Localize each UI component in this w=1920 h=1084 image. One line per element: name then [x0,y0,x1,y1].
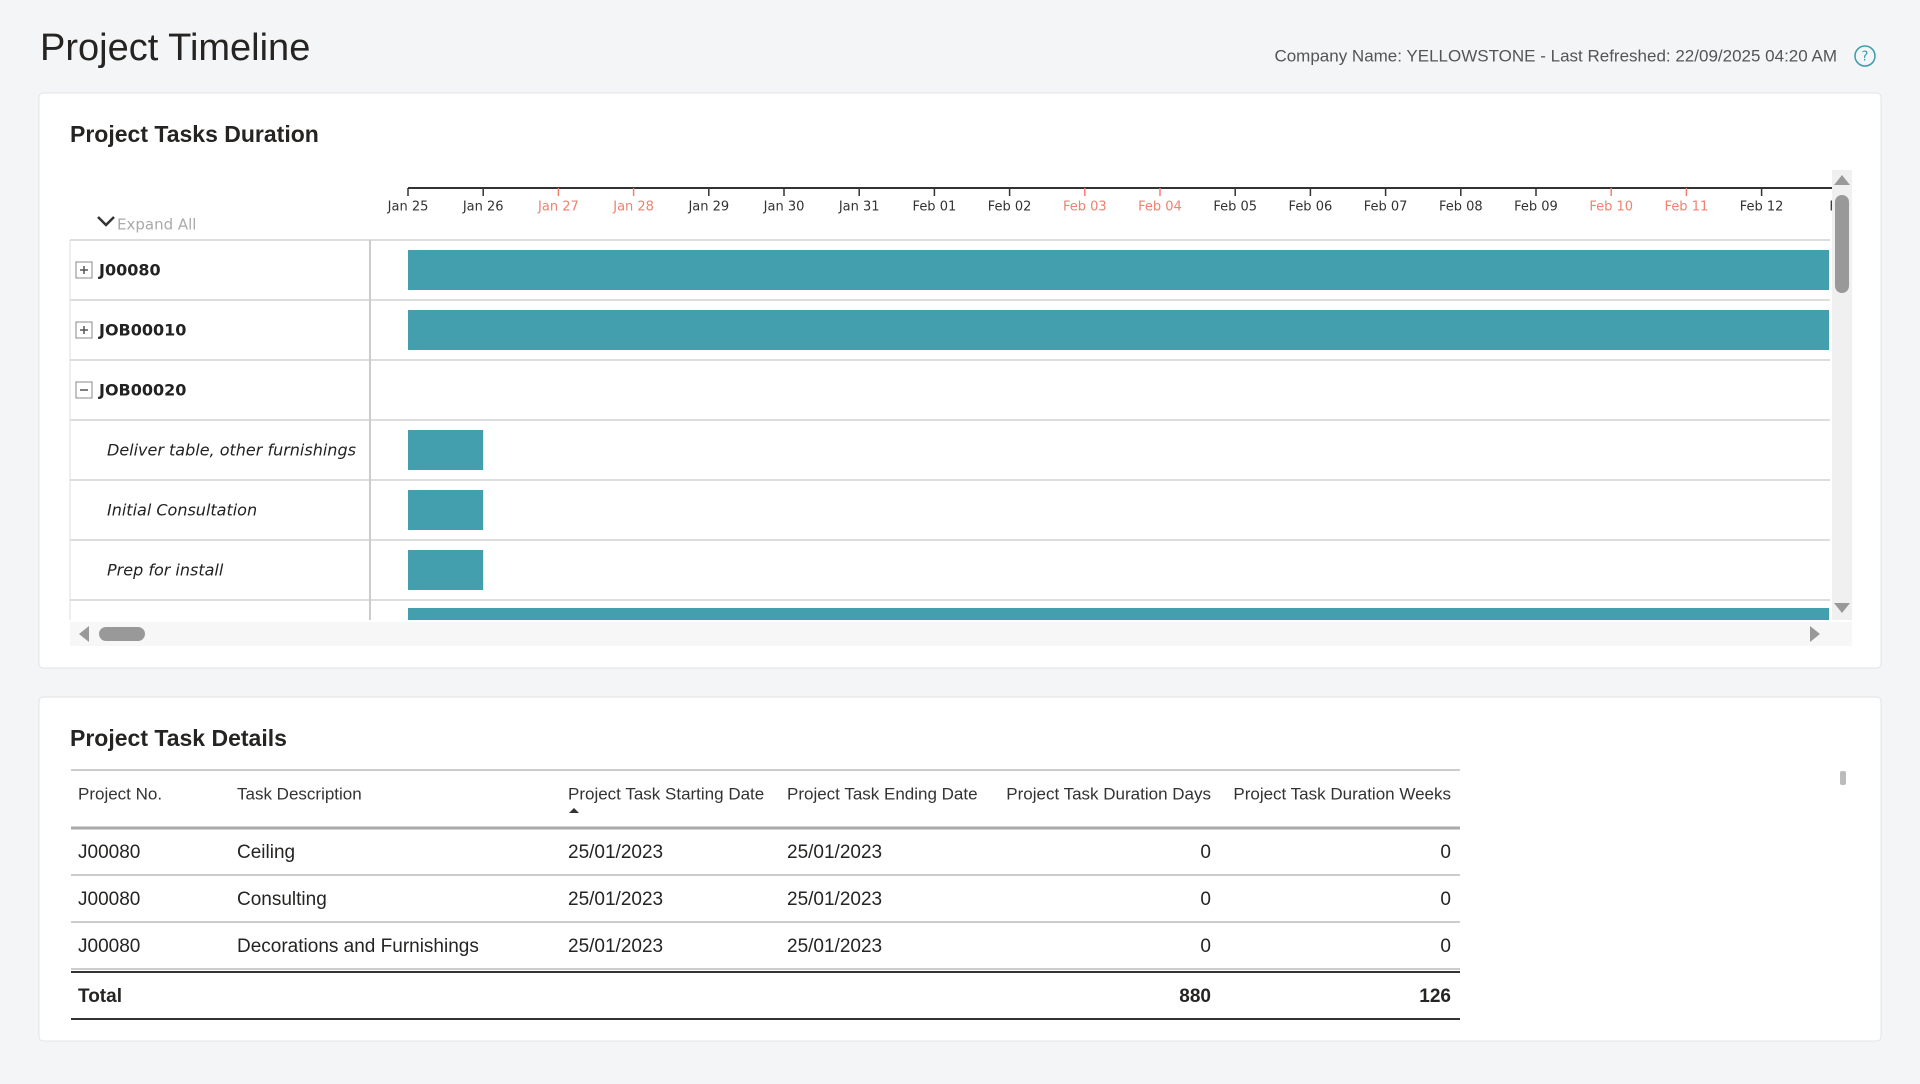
cell: 0 [1440,936,1451,957]
cell: Ceiling [237,842,295,863]
help-glyph[interactable]: ? [1862,50,1869,65]
details-scroll[interactable] [1840,771,1846,785]
cell: J00080 [78,889,140,910]
cell: 0 [1200,842,1211,863]
gantt-card [38,92,1882,669]
column-header[interactable]: Task Description [237,784,362,803]
scroll-left[interactable] [79,626,89,642]
date-label: Feb 08 [1439,200,1483,215]
date-label: Feb 01 [913,200,957,215]
cell: Decorations and Furnishings [237,936,479,957]
project-label: J00080 [98,261,161,280]
v-scroll-thumb[interactable] [1835,195,1849,293]
gantt-bar [408,490,484,530]
cell: 25/01/2023 [568,936,663,957]
gantt-bar [408,310,1829,350]
scroll-down[interactable] [1834,603,1850,613]
help-icon[interactable] [1854,45,1876,67]
date-label: Jan 27 [537,200,579,215]
gantt-bar [408,550,484,590]
date-label: Feb 04 [1138,200,1182,215]
date-label: Feb 02 [988,200,1032,215]
total-cell: 880 [1179,986,1211,1007]
expand-arrow[interactable] [97,216,115,227]
date-label: Feb 11 [1665,200,1709,215]
total-cell: Total [78,986,122,1007]
cell: 25/01/2023 [787,936,882,957]
date-label: Jan 31 [838,200,880,215]
sort-arrow [569,808,579,813]
cell: 0 [1440,842,1451,863]
date-label: Fe [1829,200,1844,215]
date-label: Feb 09 [1514,200,1558,215]
cell: J00080 [78,842,140,863]
date-label: Jan 30 [763,200,805,215]
gantt-bar [408,608,1829,620]
h-scrollbar[interactable] [70,622,1852,646]
date-label: Feb 10 [1589,200,1633,215]
date-label: Jan 28 [612,200,654,215]
h-scroll-thumb[interactable] [99,627,145,641]
scroll-up[interactable] [1834,175,1850,185]
cell: 0 [1200,936,1211,957]
cell: 25/01/2023 [568,889,663,910]
gantt-body: Jan 25 Jan 26 Jan 27 Jan 28 Jan 29 Jan 30 Jan … [387,188,1844,620]
column-header[interactable]: Project Task Starting Date [568,784,764,803]
date-label: Feb 06 [1289,200,1333,215]
column-header[interactable]: Project Task Duration Days [1006,784,1211,803]
date-label: Feb 12 [1740,200,1784,215]
cell: 0 [1440,889,1451,910]
date-label: Jan 26 [462,200,504,215]
date-label: Jan 25 [387,200,429,215]
cell: 0 [1200,889,1211,910]
task-label: Prep for install [107,561,224,580]
header-info: Company Name: YELLOWSTONE - Last Refresh… [1274,46,1837,65]
date-label: Feb 05 [1213,200,1257,215]
cell: 25/01/2023 [787,889,882,910]
cell: 25/01/2023 [787,842,882,863]
scroll-right[interactable] [1810,626,1820,642]
column-header[interactable]: Project No. [78,784,162,803]
expand-all[interactable]: Expand All [117,216,196,234]
project-label: JOB00020 [98,381,186,400]
column-header[interactable]: Project Task Duration Weeks [1233,784,1451,803]
gantt-bar [408,430,484,470]
task-label: Deliver table, other furnishings [107,441,356,460]
cell: J00080 [78,936,140,957]
project-label: JOB00010 [98,321,186,340]
details-table: Project No. Task Description Project Task … [71,769,1460,1020]
details-title: Project Task Details [70,725,287,751]
cell: Consulting [237,889,327,910]
total-cell: 126 [1419,986,1451,1007]
task-label: Initial Consultation [107,501,257,520]
details-card [38,696,1882,1042]
date-label: Feb 03 [1063,200,1107,215]
column-header[interactable]: Project Task Ending Date [787,784,978,803]
date-label: Jan 29 [687,200,729,215]
date-label: Feb 07 [1364,200,1408,215]
page-title: Project Timeline [40,27,310,69]
gantt-bar [408,250,1829,290]
gantt-title: Project Tasks Duration [70,121,319,147]
cell: 25/01/2023 [568,842,663,863]
